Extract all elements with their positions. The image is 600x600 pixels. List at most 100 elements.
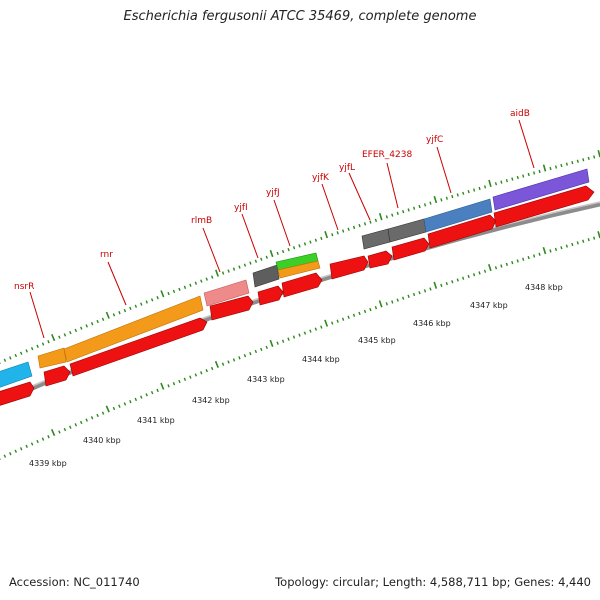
tick-mark [533, 171, 536, 175]
tick-mark [260, 257, 263, 261]
tick-mark [347, 227, 350, 231]
tick-mark [30, 346, 34, 351]
tick-mark [85, 418, 88, 422]
tick-mark [134, 304, 138, 308]
tick-mark [243, 263, 247, 267]
tick-mark [342, 229, 345, 233]
tick-mark [433, 281, 438, 289]
tick-mark [96, 319, 99, 324]
tick-mark [178, 379, 181, 384]
cds-arrow [257, 285, 284, 306]
tick-mark [183, 285, 187, 289]
tick-mark [352, 313, 356, 317]
tick-mark [232, 267, 236, 271]
tick-mark [522, 174, 525, 178]
outer-tick-ruler [0, 150, 600, 364]
tick-mark [309, 240, 312, 244]
tick-mark [118, 311, 121, 315]
tick-mark [533, 254, 536, 258]
tick-mark [51, 333, 56, 342]
tick-mark [167, 384, 170, 388]
tick-mark [445, 196, 448, 200]
gene-label: yjfK [312, 173, 330, 183]
tick-mark [314, 238, 318, 242]
tick-mark [456, 193, 459, 197]
tick-mark [560, 246, 563, 250]
tick-mark [80, 326, 83, 330]
tick-mark [265, 345, 268, 350]
tick-mark [467, 189, 470, 194]
tick-mark [227, 360, 230, 364]
tick-mark [391, 300, 394, 304]
tick-mark [214, 360, 219, 368]
feature-cyan [0, 361, 33, 388]
tick-mark [473, 188, 476, 192]
tick-mark [276, 341, 279, 345]
tick-mark [571, 242, 574, 247]
cds-arrow [281, 272, 323, 298]
cds-arrow [43, 365, 71, 387]
tick-mark [172, 382, 176, 386]
tick-mark [423, 203, 427, 207]
tick-mark [101, 317, 105, 321]
cds-arrow [329, 255, 369, 280]
tick-mark [440, 198, 443, 202]
cds-arrow [391, 237, 430, 261]
tick-mark [221, 271, 225, 275]
tick-mark [150, 390, 154, 395]
tick-mark [200, 371, 203, 375]
tick-mark [30, 442, 34, 446]
tick-mark [511, 177, 514, 181]
tick-mark [172, 289, 176, 294]
tick-mark [505, 179, 508, 183]
gene-label: rlmB [191, 216, 212, 226]
tick-mark [402, 209, 405, 214]
tick-mark [336, 319, 339, 323]
tick-mark [118, 404, 121, 408]
tick-mark [483, 269, 487, 273]
tick-mark [462, 276, 465, 280]
feature-orange-rnr [63, 295, 204, 363]
tick-mark [140, 302, 143, 306]
tick-mark [74, 328, 78, 333]
tick-mark [105, 405, 110, 413]
tick-mark [292, 335, 296, 339]
feature-orange-small [277, 260, 321, 279]
tick-mark [140, 395, 143, 399]
tick-mark [374, 218, 378, 223]
tick-mark [527, 255, 530, 260]
tick-mark [451, 194, 454, 199]
tick-mark [488, 179, 492, 188]
tick-mark [145, 393, 148, 397]
tick-mark [303, 331, 307, 335]
tick-mark [156, 388, 159, 393]
tick-mark [429, 287, 432, 291]
tick-mark [25, 444, 28, 448]
tick-mark [571, 161, 574, 165]
genome-backbone [0, 201, 600, 405]
cds-arrow [427, 214, 497, 249]
tick-mark [160, 290, 165, 298]
tick-mark [227, 269, 230, 273]
tick-mark [112, 406, 116, 411]
tick-mark [483, 185, 487, 189]
tick-mark [369, 307, 372, 312]
tick-mark [576, 159, 579, 163]
tick-mark [243, 354, 247, 358]
tick-mark [19, 447, 23, 451]
tick-mark [183, 377, 187, 381]
tick-mark [554, 247, 558, 252]
tick-mark [129, 306, 132, 311]
tick-mark [298, 244, 301, 248]
tick-mark [549, 166, 552, 171]
tick-mark [587, 238, 590, 242]
tick-mark [467, 274, 470, 279]
accession-text: Accession: NC_011740 [9, 575, 140, 589]
tick-mark [358, 311, 361, 316]
kbp-label: 4340 kbp [83, 436, 121, 445]
tick-mark [47, 340, 50, 344]
tick-mark [494, 182, 498, 186]
tick-mark [221, 362, 225, 366]
tick-mark [314, 327, 318, 331]
tick-mark [488, 264, 492, 272]
